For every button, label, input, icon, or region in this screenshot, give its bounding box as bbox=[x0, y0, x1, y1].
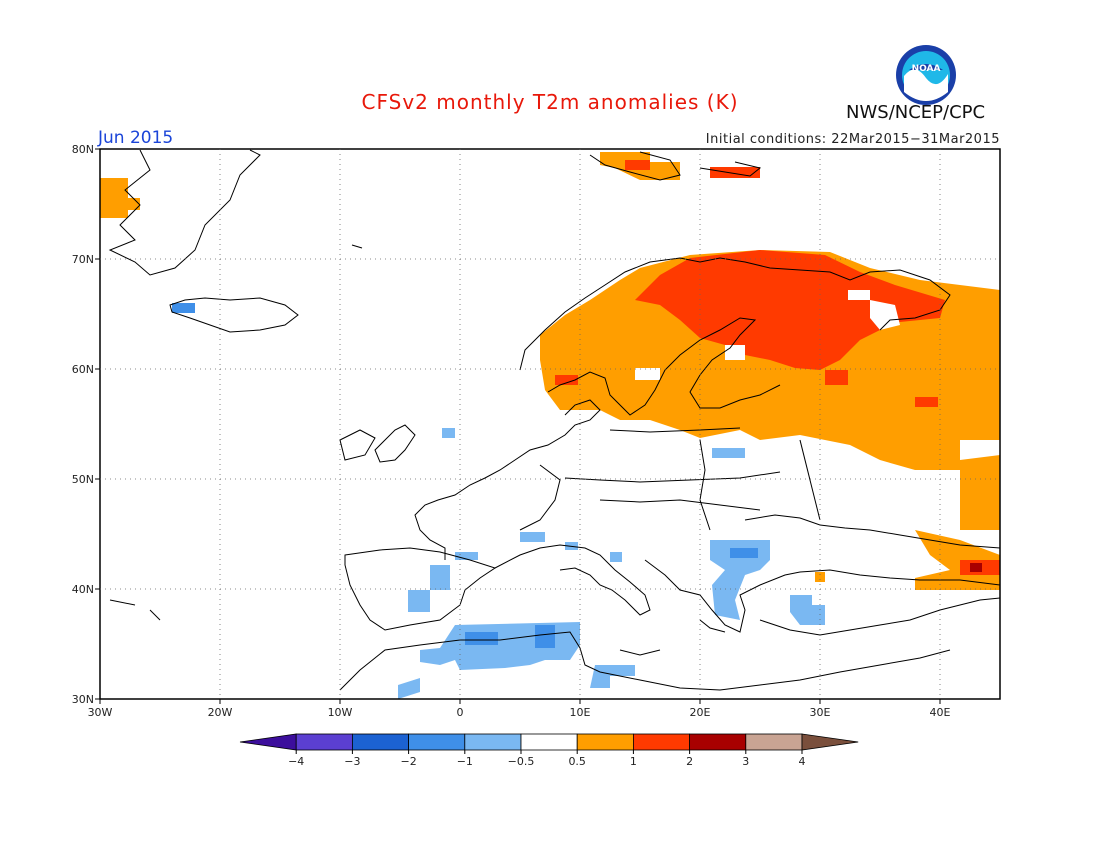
x-tick-label: 20W bbox=[208, 706, 233, 719]
colorbar-label: −3 bbox=[344, 755, 360, 768]
y-tick-label: 40N bbox=[72, 583, 94, 596]
colorbar-label: −2 bbox=[400, 755, 416, 768]
graticule bbox=[100, 149, 1000, 699]
noaa-logo-icon: NOAA bbox=[895, 44, 957, 106]
cool-anomaly-region bbox=[420, 622, 580, 670]
moderate-cool-anomaly-region bbox=[535, 625, 555, 648]
axis-ticks: 30N 40N 50N 60N 70N 80N 30W 20W 10W 0 10E 20E 30E 40E bbox=[72, 143, 951, 719]
x-tick-label: 10E bbox=[570, 706, 591, 719]
moderate-cool-anomaly-region bbox=[465, 632, 498, 645]
x-tick-label: 30E bbox=[810, 706, 831, 719]
strong-warm-anomaly-region bbox=[635, 250, 945, 370]
warm-anomaly-region bbox=[815, 572, 825, 582]
month-label: Jun 2015 bbox=[98, 128, 174, 148]
colorbar-swatch bbox=[520, 733, 578, 751]
agency-label: NWS/NCEP/CPC bbox=[846, 102, 986, 123]
colorbar-label: −1 bbox=[457, 755, 473, 768]
colorbar-swatch bbox=[745, 733, 803, 751]
colorbar-label: 3 bbox=[742, 755, 749, 768]
cool-anomaly-region bbox=[590, 665, 635, 688]
colorbar-swatch bbox=[408, 733, 466, 751]
cool-anomaly-region bbox=[442, 428, 455, 438]
colorbar-right-arrow bbox=[801, 733, 859, 751]
very-strong-warm-anomaly-region bbox=[970, 563, 982, 572]
logo-text: NOAA bbox=[912, 64, 941, 74]
strong-warm-anomaly-region bbox=[825, 370, 848, 385]
x-tick-label: 0 bbox=[457, 706, 464, 719]
y-tick-label: 60N bbox=[72, 363, 94, 376]
colorbar-label: −0.5 bbox=[508, 755, 535, 768]
x-tick-label: 20E bbox=[690, 706, 711, 719]
colorbar-swatch bbox=[689, 733, 747, 751]
cool-anomaly-region bbox=[710, 540, 770, 620]
colorbar-label: 4 bbox=[799, 755, 806, 768]
cool-anomaly-region bbox=[408, 565, 450, 612]
cool-anomaly-region bbox=[398, 678, 420, 699]
colorbar-label: −4 bbox=[288, 755, 304, 768]
warm-anomaly-region bbox=[960, 455, 1000, 530]
cool-anomaly-region bbox=[712, 448, 745, 458]
y-tick-label: 30N bbox=[72, 693, 94, 706]
cool-anomaly-region bbox=[520, 532, 545, 542]
cool-anomaly-region bbox=[790, 595, 825, 625]
y-tick-label: 50N bbox=[72, 473, 94, 486]
warm-anomaly-region bbox=[100, 178, 140, 218]
strong-warm-anomaly-region bbox=[555, 375, 578, 385]
map-frame bbox=[99, 148, 1001, 700]
initial-conditions-label: Initial conditions: 22Mar2015−31Mar2015 bbox=[705, 132, 1000, 147]
moderate-cool-anomaly-region bbox=[730, 548, 758, 558]
strong-warm-anomaly-region bbox=[625, 160, 650, 170]
chart-title: CFSv2 monthly T2m anomalies (K) bbox=[361, 90, 739, 114]
anomaly-shading bbox=[100, 152, 1000, 699]
colorbar-swatch bbox=[464, 733, 522, 751]
colorbar-swatch bbox=[576, 733, 634, 751]
colorbar-swatch bbox=[295, 733, 353, 751]
colorbar-label: 2 bbox=[686, 755, 693, 768]
strong-warm-anomaly-region bbox=[710, 167, 760, 178]
moderate-cool-anomaly-region bbox=[172, 303, 195, 313]
y-tick-label: 80N bbox=[72, 143, 94, 156]
coastlines bbox=[108, 149, 1000, 691]
strong-warm-anomaly-region bbox=[915, 397, 938, 407]
x-tick-label: 10W bbox=[328, 706, 353, 719]
cool-anomaly-region bbox=[610, 552, 622, 562]
colorbar-label: 1 bbox=[630, 755, 637, 768]
x-tick-label: 30W bbox=[88, 706, 113, 719]
colorbar-label: 0.5 bbox=[568, 755, 586, 768]
colorbar-swatch bbox=[351, 733, 409, 751]
y-tick-label: 70N bbox=[72, 253, 94, 266]
colorbar: −4 −3 −2 −1 −0.5 0.5 1 2 3 4 bbox=[239, 733, 859, 768]
x-tick-label: 40E bbox=[930, 706, 951, 719]
colorbar-swatch bbox=[633, 733, 691, 751]
colorbar-left-arrow bbox=[239, 733, 297, 751]
